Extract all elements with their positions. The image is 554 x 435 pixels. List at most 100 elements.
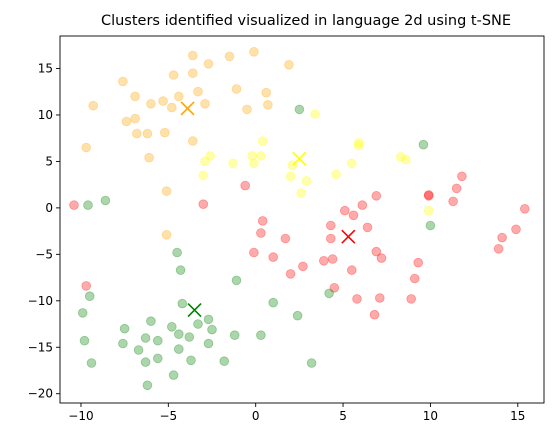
data-point	[70, 201, 79, 210]
data-point	[347, 266, 356, 275]
data-point	[232, 85, 241, 94]
data-point	[173, 248, 182, 257]
data-point	[78, 309, 87, 318]
data-point	[414, 258, 423, 267]
data-point	[187, 356, 196, 365]
data-point	[194, 87, 203, 96]
data-point	[250, 248, 259, 257]
axes: −10 −5 0 5 10 15−20−15−10−5051015	[28, 36, 544, 423]
data-point	[328, 255, 337, 264]
data-point	[201, 157, 210, 166]
data-point	[372, 191, 381, 200]
x-tick-label: −10	[68, 409, 93, 423]
y-tick-label: 10	[38, 108, 53, 122]
data-point	[162, 187, 171, 196]
data-point	[370, 310, 379, 319]
data-point	[257, 331, 266, 340]
data-point	[286, 270, 295, 279]
data-point	[494, 244, 503, 253]
data-point	[281, 234, 290, 243]
data-point	[162, 230, 171, 239]
data-point	[169, 71, 178, 80]
data-point	[293, 311, 302, 320]
data-point	[250, 47, 259, 56]
data-point	[89, 101, 98, 110]
data-point	[141, 358, 150, 367]
data-point	[199, 171, 208, 180]
data-point	[169, 371, 178, 380]
data-point	[299, 262, 308, 271]
data-point	[269, 253, 278, 262]
data-point	[295, 105, 304, 114]
data-point	[131, 92, 140, 101]
data-point	[204, 315, 213, 324]
data-point	[419, 140, 428, 149]
data-point	[353, 295, 362, 304]
data-point	[326, 234, 335, 243]
data-point	[377, 254, 386, 263]
data-point	[174, 345, 183, 354]
y-tick-label: −20	[28, 387, 53, 401]
data-point	[176, 266, 185, 275]
data-point	[302, 177, 311, 186]
data-point	[84, 201, 93, 210]
data-point	[159, 97, 168, 106]
y-tick-label: 5	[45, 154, 53, 168]
data-point	[325, 289, 334, 298]
data-point	[204, 60, 213, 69]
y-tick-label: −10	[28, 294, 53, 308]
data-point	[347, 159, 356, 168]
data-point	[520, 204, 529, 213]
data-point	[82, 282, 91, 291]
data-point	[243, 105, 252, 114]
data-point	[188, 137, 197, 146]
data-point	[167, 322, 176, 331]
centroid-marker	[342, 230, 355, 243]
data-point	[498, 233, 507, 242]
data-point	[285, 60, 294, 69]
data-point	[167, 103, 176, 112]
plot-marks	[70, 47, 530, 389]
data-point	[407, 295, 416, 304]
data-point	[153, 354, 162, 363]
data-point	[208, 325, 217, 334]
data-point	[332, 170, 341, 179]
data-point	[82, 143, 91, 152]
data-point	[449, 197, 458, 206]
y-tick-label: −15	[28, 340, 53, 354]
data-point	[133, 129, 142, 138]
data-point	[134, 346, 143, 355]
y-tick-label: −5	[35, 247, 53, 261]
data-point	[153, 336, 162, 345]
data-point	[363, 223, 372, 232]
data-point	[160, 128, 169, 137]
centroid-marker	[293, 152, 306, 165]
data-point	[311, 110, 320, 119]
data-point	[258, 217, 267, 226]
centroid-marker	[188, 304, 201, 317]
data-point	[257, 152, 266, 161]
data-point	[452, 184, 461, 193]
data-point	[178, 299, 187, 308]
data-point	[230, 331, 239, 340]
x-tick-label: −5	[159, 409, 177, 423]
data-point	[220, 357, 229, 366]
data-point	[232, 276, 241, 285]
y-tick-label: 15	[38, 62, 53, 76]
data-point	[85, 292, 94, 301]
data-point	[307, 359, 316, 368]
data-point	[375, 294, 384, 303]
data-point	[188, 51, 197, 60]
data-point	[185, 333, 194, 342]
data-point	[410, 274, 419, 283]
data-point	[120, 324, 129, 333]
data-point	[145, 153, 154, 162]
data-point	[402, 155, 411, 164]
data-point	[147, 317, 156, 326]
chart-title: Clusters identified visualized in langua…	[101, 13, 511, 29]
data-point	[188, 69, 197, 78]
data-point	[131, 114, 140, 123]
data-point	[225, 52, 234, 61]
data-point	[286, 172, 295, 181]
